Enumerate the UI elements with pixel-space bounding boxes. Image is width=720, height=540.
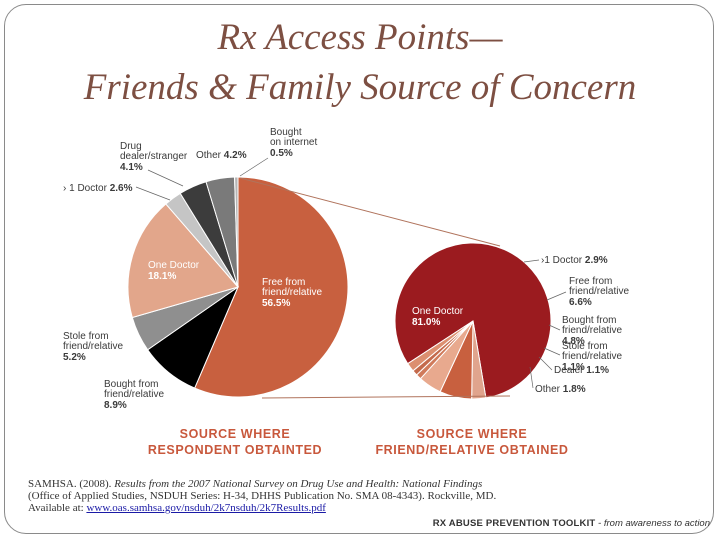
right-label-other: Other 1.8%: [529, 366, 586, 395]
left-label-text-other: Other 4.2%: [196, 150, 247, 161]
left-label-one-doctor: One Doctor 18.1%: [148, 260, 200, 282]
right-leader-other: [529, 366, 534, 389]
citation-link[interactable]: www.oas.samhsa.gov/nsduh/2k7nsduh/2k7Res…: [86, 502, 326, 514]
right-pie-caption: SOURCE WHERE FRIEND/RELATIVE OBTAINED: [375, 427, 568, 457]
right-label-one-doctor: One Doctor 81.0%: [412, 306, 464, 328]
right-label-bought-from-friend-relative: Bought from friend/relative 4.8%: [548, 315, 622, 347]
left-label-text-1-doctor: › 1 Doctor 2.6%: [63, 183, 133, 194]
left-label-text-free-from-friend-relative: Free from friend/relative 56.5%: [262, 277, 322, 309]
left-pie-chart: [127, 176, 349, 398]
right-leader-stole-from-friend-relative: [543, 347, 561, 356]
left-pie-caption: SOURCE WHERE RESPONDENT OBTAINTED: [148, 427, 322, 457]
left-slice-bought-on-internet: [234, 176, 239, 288]
right-label-text-dealer: Dealer 1.1%: [554, 365, 609, 376]
pie-labels: Free from friend/relative 56.5% Bought from…: [63, 127, 629, 411]
left-label-text-stole-from-friend-relative: Stole from friend/relative 5.2%: [63, 331, 123, 363]
right-leader-bought-from-friend-relative: [548, 324, 561, 331]
citation-available: Available at:: [28, 502, 87, 514]
right-leader-1-doctor: [523, 259, 540, 263]
slide-frame: [4, 4, 714, 534]
right-label-free-from-friend-relative: Free from friend/relative 6.6%: [546, 276, 629, 308]
left-label-other: Other 4.2%: [196, 150, 247, 161]
pie-charts: Free from friend/relative 56.5% Bought from…: [63, 127, 629, 457]
citation-prefix: SAMHSA. (2008).: [28, 478, 115, 490]
left-label-free-from-friend-relative: Free from friend/relative 56.5%: [262, 277, 322, 309]
right-leader-dealer: [538, 356, 553, 371]
slide-title-line2: Friends & Family Source of Concern: [83, 67, 637, 108]
right-slice-other: [407, 320, 474, 372]
left-label-text-one-doctor: One Doctor 18.1%: [148, 260, 200, 282]
right-label-text-bought-from-friend-relative: Bought from friend/relative 4.8%: [562, 315, 622, 347]
right-label-stole-from-friend-relative: Stole from friend/relative 1.1%: [543, 341, 622, 373]
slide-title-line1: Rx Access Points—: [217, 17, 503, 58]
left-label-bought-on-internet: Bought on internet 0.5%: [239, 127, 317, 177]
left-label-bought-from-friend-relative: Bought from friend/relative 8.9%: [104, 379, 164, 411]
left-label-text-bought-on-internet: Bought on internet 0.5%: [270, 127, 317, 159]
right-label-dealer: Dealer 1.1%: [538, 356, 609, 376]
pie-captions: SOURCE WHERE RESPONDENT OBTAINTED SOURCE W…: [148, 427, 568, 457]
right-slice-one-doctor: [394, 242, 552, 399]
left-leader-1-doctor: [135, 186, 171, 201]
footer-brand: RX ABUSE PREVENTION TOOLKIT: [432, 518, 596, 529]
right-pie-chart: [394, 242, 552, 400]
left-leader-drug-dealer-stranger: [147, 169, 184, 187]
pie-connector-lines: [239, 177, 511, 399]
left-label-text-bought-from-friend-relative: Bought from friend/relative 8.9%: [104, 379, 164, 411]
left-label-text-drug-dealer-stranger: Drug dealer/stranger 4.1%: [120, 141, 188, 173]
right-label-text-other: Other 1.8%: [535, 384, 586, 395]
left-label-stole-from-friend-relative: Stole from friend/relative 5.2%: [63, 331, 123, 363]
left-label-drug-dealer-stranger: Drug dealer/stranger 4.1%: [120, 141, 188, 187]
right-label-text-free-from-friend-relative: Free from friend/relative 6.6%: [569, 276, 629, 308]
right-leader-free-from-friend-relative: [546, 291, 567, 301]
connector-line-top: [239, 177, 501, 247]
footer: RX ABUSE PREVENTION TOOLKIT - from aware…: [433, 518, 710, 529]
connector-line-bottom: [261, 395, 511, 399]
citation: SAMHSA. (2008). Results from the 2007 Na…: [28, 478, 668, 514]
left-slice-free-from-friend-relative: [194, 176, 349, 398]
footer-tagline: - from awareness to action: [595, 518, 710, 529]
left-slice-one-doctor: [127, 203, 239, 319]
left-leader-bought-on-internet: [239, 157, 269, 177]
citation-line2: (Office of Applied Studies, NSDUH Series…: [28, 490, 497, 502]
right-label-text-stole-from-friend-relative: Stole from friend/relative 1.1%: [562, 341, 622, 373]
right-label-text-one-doctor: One Doctor 81.0%: [412, 306, 464, 328]
citation-title: Results from the 2007 National Survey on…: [114, 478, 483, 490]
right-label-1-doctor: ›1 Doctor 2.9%: [523, 255, 608, 266]
left-label-1-doctor: › 1 Doctor 2.6%: [63, 183, 171, 201]
right-label-text-1-doctor: ›1 Doctor 2.9%: [541, 255, 608, 266]
